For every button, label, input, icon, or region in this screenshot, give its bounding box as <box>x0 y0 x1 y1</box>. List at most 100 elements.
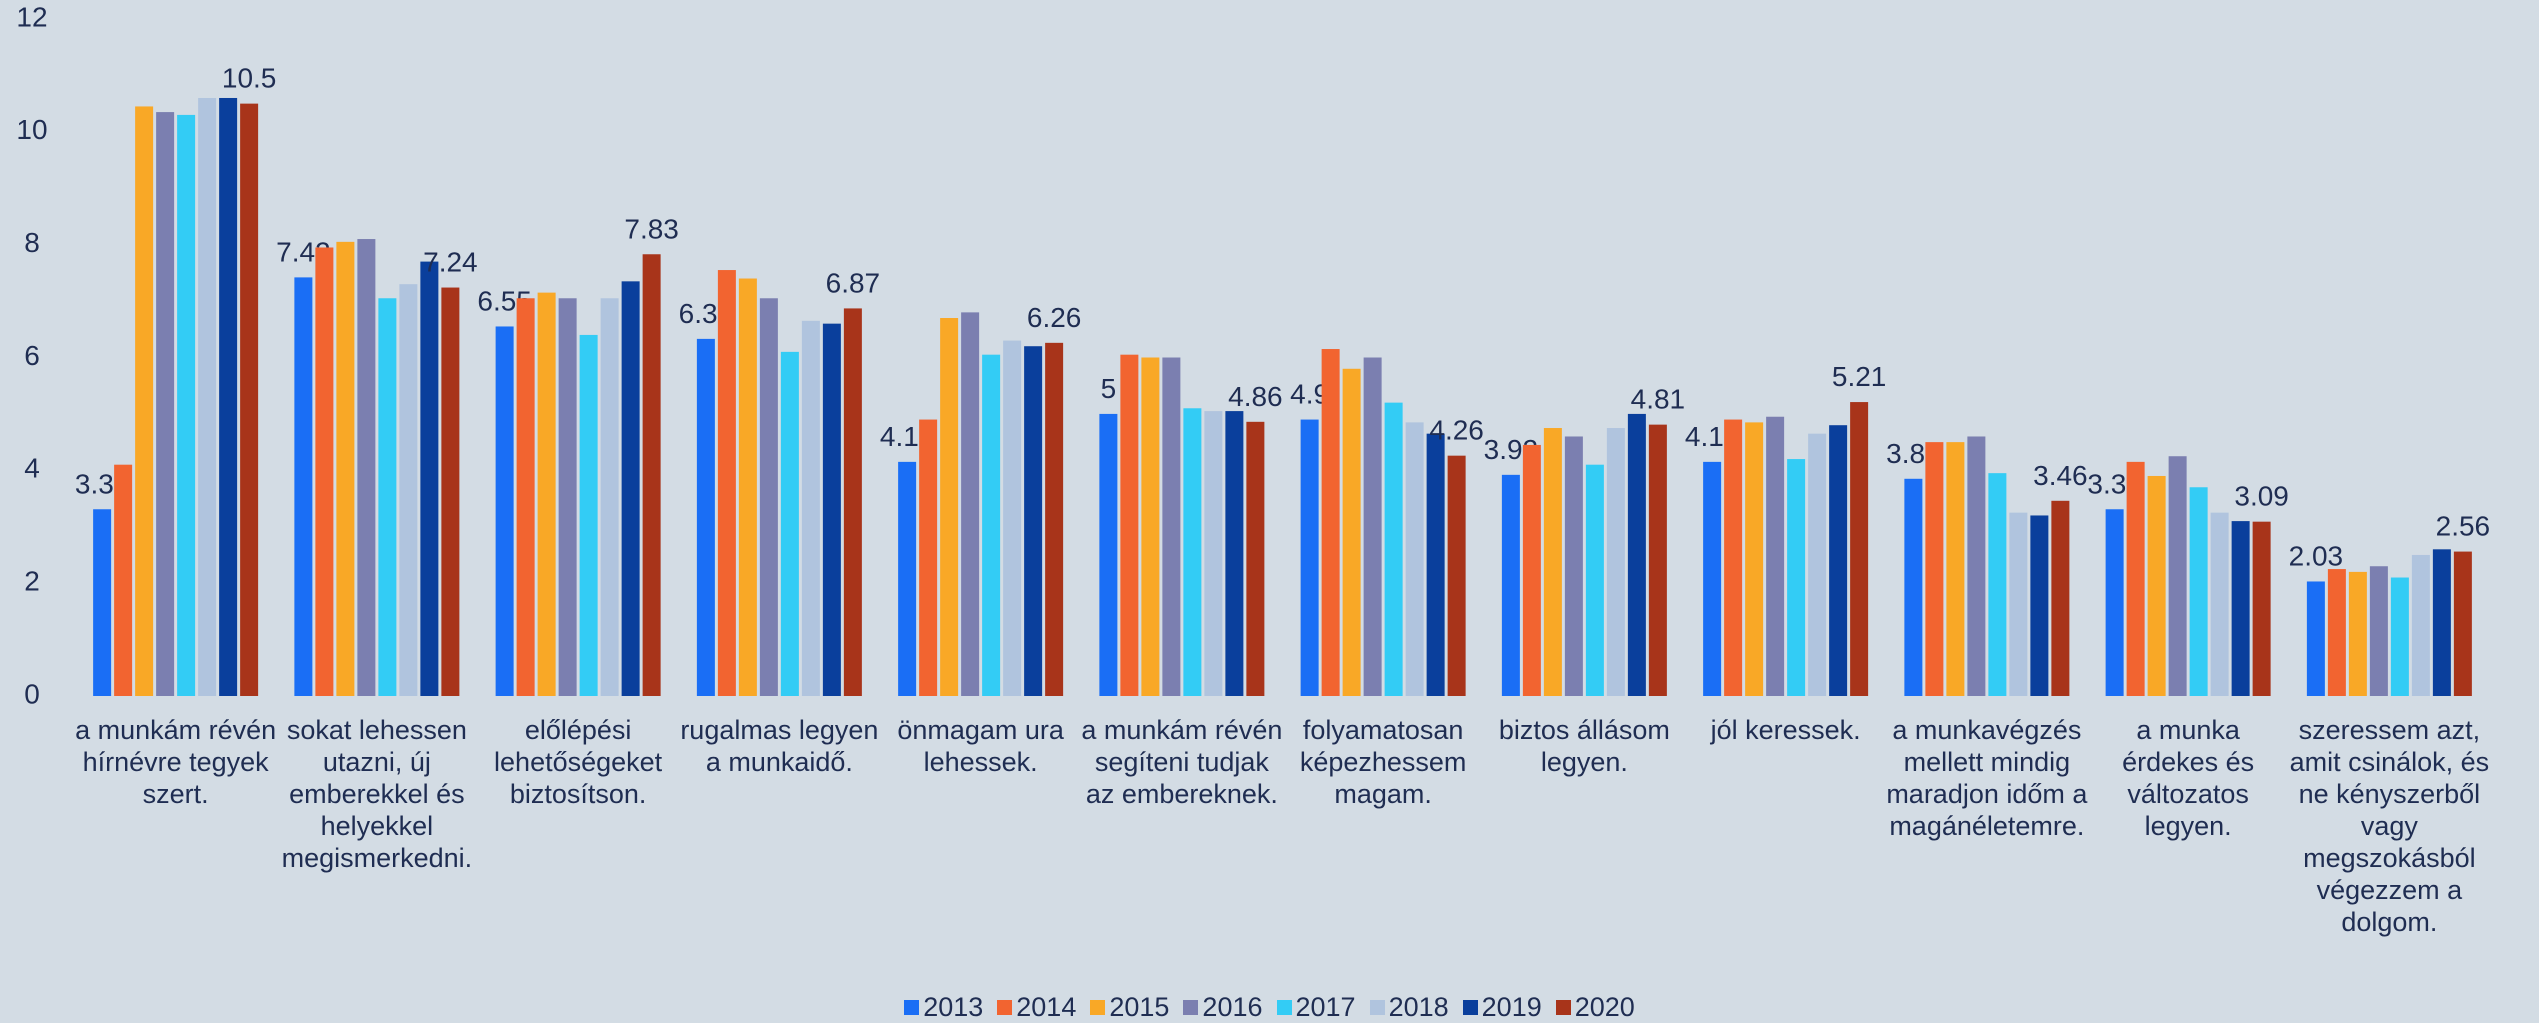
bar <box>1204 411 1223 696</box>
bar <box>759 298 778 696</box>
y-tick-label: 4 <box>24 453 40 484</box>
x-tick-label: sokat lehessen utazni, új emberekkel és … <box>281 715 473 873</box>
x-tick-label: a munkavégzés mellett mindig maradjon id… <box>1886 715 2088 841</box>
bar <box>2327 569 2346 696</box>
y-tick-label: 2 <box>24 566 40 597</box>
y-tick-label: 6 <box>24 340 40 371</box>
bar <box>2231 521 2250 696</box>
bar <box>621 281 640 696</box>
legend: 2013 2014 2015 2016 2017 2018 2019 2020 <box>0 992 2539 1023</box>
legend-label: 2013 <box>923 992 984 1022</box>
bar <box>2390 577 2409 696</box>
bar <box>2453 551 2472 696</box>
data-label: 10.5 <box>222 63 277 94</box>
data-label: 6.26 <box>1027 302 1082 333</box>
bar <box>1024 346 1043 696</box>
bar <box>1501 474 1520 696</box>
bar <box>1225 411 1244 696</box>
bar <box>801 320 820 696</box>
bar <box>294 277 313 696</box>
x-tick-label: önmagam ura lehessek. <box>897 715 1064 777</box>
legend-label: 2014 <box>1016 992 1077 1022</box>
x-tick-label: a munka érdekes és változatos legyen. <box>2122 715 2255 841</box>
legend-swatch <box>1183 1000 1199 1015</box>
data-label: 4.26 <box>1429 415 1484 446</box>
legend-label: 2018 <box>1388 992 1449 1022</box>
bar <box>1426 433 1445 696</box>
bar <box>198 97 217 696</box>
bar <box>1099 413 1118 696</box>
legend-swatch <box>904 1000 920 1015</box>
x-tick-label: jól keressek. <box>1710 715 1861 745</box>
data-label: 7.83 <box>624 213 679 244</box>
bar <box>982 354 1001 696</box>
bar <box>1564 436 1583 696</box>
bar <box>1384 402 1403 696</box>
bar <box>1585 464 1604 696</box>
bar <box>1543 428 1562 696</box>
bar <box>156 112 175 696</box>
bar <box>1447 455 1466 696</box>
data-label: 2.03 <box>2289 540 2344 571</box>
bar <box>1606 428 1625 696</box>
bar <box>558 298 577 696</box>
bar <box>1904 478 1923 696</box>
x-tick-label: biztos állásom legyen. <box>1498 715 1670 777</box>
data-label: 6.87 <box>826 267 881 298</box>
legend-item: 2020 <box>1555 992 1635 1023</box>
bar <box>2030 515 2049 696</box>
bar <box>1627 413 1646 696</box>
legend-item: 2014 <box>997 992 1076 1023</box>
bar <box>642 254 661 696</box>
bar <box>1003 340 1022 696</box>
bar <box>898 461 917 696</box>
bar <box>2009 512 2028 696</box>
x-tick-label: szeressem azt, amit csinálok, és ne kény… <box>2289 715 2490 937</box>
x-tick-label: a munkám révén hírnévre tegyek szert. <box>75 715 277 809</box>
bar <box>2105 509 2124 696</box>
data-label: 4.86 <box>1228 381 1283 412</box>
bar <box>2210 512 2229 696</box>
bar <box>1703 461 1722 696</box>
bar <box>717 270 736 696</box>
x-tick-label: előlépési lehetőségeket biztosítson. <box>494 715 663 809</box>
data-label: 2.56 <box>2436 511 2491 542</box>
x-tick-label: folyamatosan képezhessem magam. <box>1299 715 1467 809</box>
bar <box>1745 422 1764 696</box>
bar <box>441 287 460 696</box>
bar <box>1363 357 1382 696</box>
legend-label: 2017 <box>1295 992 1356 1022</box>
bar <box>1850 402 1869 696</box>
x-tick-label: a munkám révén segíteni tudjak az embere… <box>1081 715 1283 809</box>
legend-swatch <box>1276 1000 1292 1015</box>
bar <box>93 509 112 696</box>
bar <box>1648 424 1667 696</box>
bar <box>2189 487 2208 696</box>
bar <box>177 114 196 697</box>
bar <box>1120 354 1139 696</box>
bar <box>315 247 334 697</box>
legend-item: 2013 <box>904 992 983 1023</box>
bar <box>495 326 514 696</box>
y-tick-label: 12 <box>16 1 47 32</box>
bar <box>399 284 418 696</box>
bar <box>336 241 355 697</box>
bar <box>2348 571 2367 696</box>
bar <box>822 323 841 696</box>
legend-label: 2019 <box>1481 992 1542 1022</box>
bar <box>2147 475 2166 696</box>
bar <box>1162 357 1181 696</box>
bar <box>1300 419 1319 696</box>
legend-swatch <box>1462 1000 1478 1015</box>
bar <box>919 419 938 696</box>
bar <box>1925 442 1944 696</box>
bar <box>1183 408 1202 696</box>
bar <box>843 308 862 696</box>
legend-label: 2020 <box>1574 992 1635 1022</box>
bar <box>2306 581 2325 696</box>
legend-swatch <box>1090 1000 1106 1015</box>
bar <box>378 298 397 696</box>
bar <box>1724 419 1743 696</box>
bar <box>114 464 133 696</box>
